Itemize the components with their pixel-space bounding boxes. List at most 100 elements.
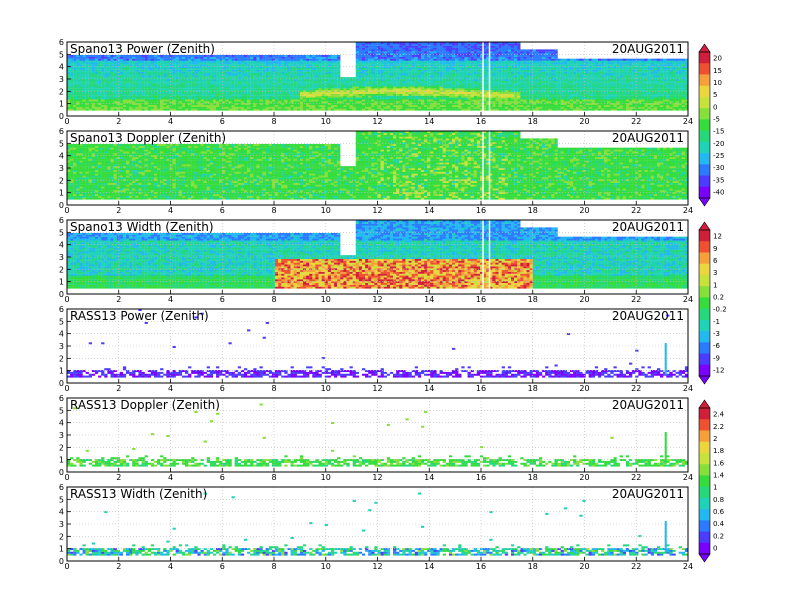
heatmap-cell xyxy=(107,86,110,88)
heatmap-cell xyxy=(527,59,530,61)
heatmap-cell xyxy=(427,68,430,70)
heatmap-cell xyxy=(393,81,396,83)
heatmap-cell xyxy=(291,86,294,88)
heatmap-cell xyxy=(405,51,408,53)
heatmap-cell xyxy=(378,73,381,75)
heatmap-cell xyxy=(359,66,362,68)
heatmap-cell xyxy=(517,59,520,61)
heatmap-cell xyxy=(244,73,247,75)
heatmap-cell xyxy=(191,66,194,68)
heatmap-cell xyxy=(505,98,508,100)
heatmap-cell xyxy=(495,68,498,70)
heatmap-cell xyxy=(138,105,141,107)
heatmap-cell xyxy=(545,85,548,87)
heatmap-cell xyxy=(312,98,315,100)
heatmap-cell xyxy=(123,94,126,96)
heatmap-cell xyxy=(194,101,197,103)
heatmap-cell xyxy=(123,70,126,72)
heatmap-cell xyxy=(440,98,443,100)
heatmap-cell xyxy=(191,101,194,103)
heatmap-cell xyxy=(415,85,418,87)
heatmap-cell xyxy=(409,81,412,83)
heatmap-cell xyxy=(365,62,368,64)
heatmap-cell xyxy=(253,79,256,81)
heatmap-cell xyxy=(110,64,113,66)
heatmap-cell xyxy=(533,79,536,81)
heatmap-cell xyxy=(213,86,216,88)
heatmap-cell xyxy=(455,99,458,101)
heatmap-cell xyxy=(92,99,95,101)
heatmap-cell xyxy=(449,70,452,72)
heatmap-cell xyxy=(505,70,508,72)
heatmap-cell xyxy=(312,72,315,74)
heatmap-cell xyxy=(334,75,337,77)
heatmap-cell xyxy=(384,86,387,88)
heatmap-cell xyxy=(250,79,253,81)
heatmap-cell xyxy=(110,96,113,98)
heatmap-cell xyxy=(151,73,154,75)
heatmap-cell xyxy=(117,59,120,61)
heatmap-cell xyxy=(315,55,318,57)
heatmap-cell xyxy=(272,103,275,105)
heatmap-cell xyxy=(129,88,132,90)
heatmap-cell xyxy=(533,88,536,90)
heatmap-cell xyxy=(145,66,148,68)
heatmap-cell xyxy=(83,66,86,68)
heatmap-cell xyxy=(315,99,318,101)
heatmap-cell xyxy=(399,44,402,46)
heatmap-cell xyxy=(132,62,135,64)
heatmap-cell xyxy=(89,62,92,64)
heatmap-cell xyxy=(291,94,294,96)
heatmap-cell xyxy=(362,105,365,107)
heatmap-cell xyxy=(303,99,306,101)
heatmap-cell xyxy=(427,75,430,77)
heatmap-cell xyxy=(536,81,539,83)
heatmap-cell xyxy=(440,94,443,96)
heatmap-cell xyxy=(98,101,101,103)
heatmap-cell xyxy=(256,66,259,68)
heatmap-cell xyxy=(362,68,365,70)
heatmap-cell xyxy=(325,83,328,85)
heatmap-cell xyxy=(381,49,384,51)
heatmap-cell xyxy=(235,107,238,109)
heatmap-cell xyxy=(120,103,123,105)
heatmap-cell xyxy=(157,73,160,75)
heatmap-cell xyxy=(151,92,154,94)
heatmap-cell xyxy=(396,103,399,105)
heatmap-cell xyxy=(387,59,390,61)
heatmap-cell xyxy=(173,101,176,103)
heatmap-cell xyxy=(89,88,92,90)
heatmap-cell xyxy=(129,72,132,74)
heatmap-cell xyxy=(160,70,163,72)
heatmap-cell xyxy=(228,81,231,83)
heatmap-cell xyxy=(275,109,278,111)
heatmap-cell xyxy=(443,94,446,96)
heatmap-cell xyxy=(511,59,514,61)
heatmap-cell xyxy=(173,61,176,63)
heatmap-cell xyxy=(331,72,334,74)
heatmap-cell xyxy=(471,79,474,81)
heatmap-cell xyxy=(169,70,172,72)
heatmap-cell xyxy=(169,75,172,77)
heatmap-cell xyxy=(374,83,377,85)
heatmap-cell xyxy=(468,75,471,77)
heatmap-cell xyxy=(191,98,194,100)
heatmap-cell xyxy=(219,81,222,83)
heatmap-cell xyxy=(123,99,126,101)
heatmap-cell xyxy=(250,107,253,109)
heatmap-cell xyxy=(291,68,294,70)
heatmap-cell xyxy=(191,72,194,74)
heatmap-cell xyxy=(120,88,123,90)
heatmap-cell xyxy=(275,64,278,66)
heatmap-cell xyxy=(169,83,172,85)
heatmap-cell xyxy=(424,61,427,63)
heatmap-cell xyxy=(495,57,498,59)
heatmap-cell xyxy=(374,68,377,70)
heatmap-cell xyxy=(368,59,371,61)
heatmap-cell xyxy=(356,68,359,70)
heatmap-cell xyxy=(201,81,204,83)
heatmap-cell xyxy=(110,79,113,81)
heatmap-cell xyxy=(520,107,523,109)
heatmap-cell xyxy=(523,75,526,77)
heatmap-cell xyxy=(539,75,542,77)
